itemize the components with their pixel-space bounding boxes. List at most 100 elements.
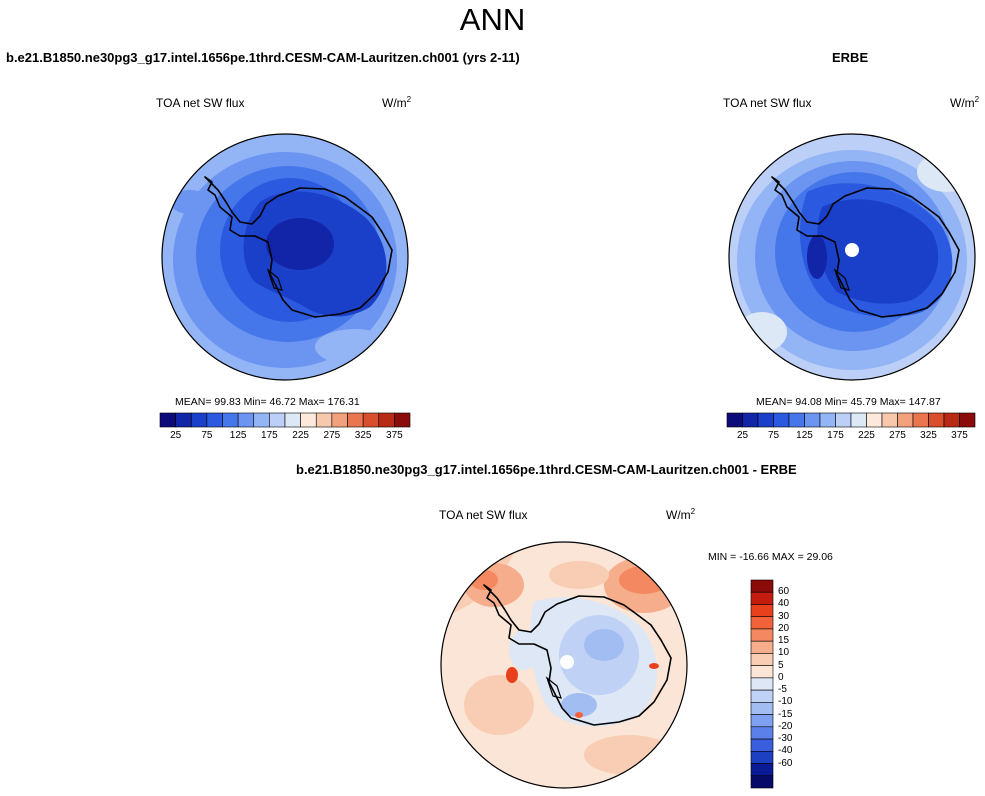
diff-colorbar-swatch xyxy=(750,579,774,593)
colorbar-tick-label: 275 xyxy=(323,430,341,441)
colorbar-tick-label: 175 xyxy=(827,430,844,441)
diff-colorbar-tick-label: -5 xyxy=(778,684,787,696)
colorbar-tick-label: 25 xyxy=(736,430,749,441)
diff-colorbar-tick-label: 20 xyxy=(778,622,790,634)
model-colorbar-labels: 25 75 125 175 225 275 325 375 xyxy=(160,430,410,444)
diff-colorbar-tick-label: 10 xyxy=(778,647,790,659)
colorbar-swatch xyxy=(159,412,176,428)
diff-colorbar-swatch xyxy=(750,616,774,630)
model-variable-label: TOA net SW flux xyxy=(156,96,245,110)
colorbar-tick-label: 325 xyxy=(920,430,937,441)
colorbar-swatch xyxy=(726,412,743,428)
colorbar-swatch xyxy=(331,412,348,428)
diff-colorbar-swatch xyxy=(750,702,774,715)
colorbar-swatch xyxy=(804,412,821,428)
model-units-label: W/m2 xyxy=(382,95,412,111)
model-polar-map xyxy=(161,133,409,381)
colorbar-swatch xyxy=(757,412,774,428)
diff-colorbar-tick-label: 40 xyxy=(778,598,790,610)
obs-colorbar xyxy=(726,412,976,428)
colorbar-tick-label: 175 xyxy=(261,430,278,441)
diff-units-label: W/m2 xyxy=(666,507,696,523)
diff-colorbar-tick-label: 5 xyxy=(778,659,784,671)
colorbar-swatch xyxy=(897,412,914,428)
diff-colorbar-tick-label: -20 xyxy=(778,720,793,732)
model-mean-stats: MEAN= 99.83 Min= 46.72 Max= 176.31 xyxy=(175,396,360,408)
obs-variable-label: TOA net SW flux xyxy=(723,96,812,110)
diff-colorbar-labels: 60 40 30 20 15 10 5 0 -5 -10 -15 -20 -30 -40 -60 xyxy=(778,580,808,788)
colorbar-swatch xyxy=(206,412,223,428)
diff-colorbar-swatch xyxy=(750,628,774,642)
colorbar-swatch xyxy=(912,412,929,428)
colorbar-swatch xyxy=(819,412,836,428)
colorbar-tick-label: 225 xyxy=(292,430,309,441)
diff-colorbar-tick-label: -15 xyxy=(778,708,793,720)
colorbar-tick-label: 125 xyxy=(796,430,813,441)
colorbar-tick-label: 375 xyxy=(951,430,968,441)
diff-colorbar-swatch xyxy=(750,714,774,728)
south-pole-missing-data-icon xyxy=(845,243,859,257)
diff-colorbar-tick-label: 30 xyxy=(778,610,790,622)
colorbar-swatch xyxy=(959,412,976,428)
diff-colorbar-swatch xyxy=(750,775,774,789)
colorbar-swatch xyxy=(788,412,805,428)
diff-panel-title: b.e21.B1850.ne30pg3_g17.intel.1656pe.1th… xyxy=(296,462,797,477)
diff-colorbar-swatch xyxy=(750,604,774,618)
diff-colorbar xyxy=(750,579,774,789)
colorbar-swatch xyxy=(347,412,364,428)
colorbar-swatch xyxy=(943,412,960,428)
diff-coastline-icon xyxy=(483,584,672,726)
diff-colorbar-tick-label: 15 xyxy=(778,635,790,647)
obs-panel-title: ERBE xyxy=(832,50,869,65)
diff-colorbar-tick-label: -40 xyxy=(778,745,793,757)
diff-colorbar-swatch xyxy=(750,665,774,679)
colorbar-swatch xyxy=(866,412,883,428)
model-panel-title: b.e21.B1850.ne30pg3_g17.intel.1656pe.1th… xyxy=(6,50,520,65)
diff-polar-map xyxy=(440,541,688,789)
obs-units-label: W/m2 xyxy=(950,95,980,111)
obs-mean-stats: MEAN= 94.08 Min= 45.79 Max= 147.87 xyxy=(756,396,941,408)
diff-colorbar-tick-label: 60 xyxy=(778,586,790,598)
diff-variable-label: TOA net SW flux xyxy=(439,508,528,522)
diff-colorbar-swatch xyxy=(750,750,774,764)
diff-colorbar-swatch xyxy=(750,591,774,605)
figure-title: ANN xyxy=(459,2,526,37)
colorbar-swatch xyxy=(300,412,317,428)
diff-colorbar-swatch xyxy=(750,763,774,777)
colorbar-swatch xyxy=(928,412,945,428)
colorbar-tick-label: 225 xyxy=(858,430,875,441)
colorbar-swatch xyxy=(269,412,286,428)
colorbar-swatch xyxy=(175,412,192,428)
model-coastline-icon xyxy=(204,176,393,318)
diff-minmax-stats: MIN = -16.66 MAX = 29.06 xyxy=(708,551,833,563)
diff-colorbar-swatch xyxy=(750,653,774,666)
diff-colorbar-tick-label: 0 xyxy=(778,671,784,683)
colorbar-swatch xyxy=(850,412,867,428)
colorbar-tick-label: 375 xyxy=(386,430,403,441)
diff-colorbar-swatch xyxy=(750,738,774,752)
colorbar-tick-label: 325 xyxy=(354,430,372,441)
colorbar-tick-label: 125 xyxy=(229,430,247,441)
colorbar-tick-label: 75 xyxy=(767,430,780,441)
model-colorbar xyxy=(159,412,411,428)
colorbar-swatch xyxy=(378,412,395,428)
diff-colorbar-tick-label: -60 xyxy=(778,757,793,769)
colorbar-swatch xyxy=(362,412,380,428)
colorbar-tick-label: 275 xyxy=(889,430,906,441)
diff-colorbar-swatch xyxy=(750,677,774,691)
diff-colorbar-swatch xyxy=(750,640,774,654)
colorbar-swatch xyxy=(773,412,790,428)
obs-polar-map xyxy=(728,133,976,381)
colorbar-swatch xyxy=(315,412,333,428)
colorbar-swatch xyxy=(742,412,759,428)
colorbar-swatch xyxy=(253,412,270,428)
diff-colorbar-tick-label: -30 xyxy=(778,733,793,745)
colorbar-swatch xyxy=(394,412,411,428)
diff-colorbar-tick-label: -10 xyxy=(778,696,793,708)
obs-coastline-icon xyxy=(771,176,960,318)
colorbar-swatch xyxy=(835,412,852,428)
diff-colorbar-swatch xyxy=(750,689,774,703)
colorbar-swatch xyxy=(881,412,898,428)
diff-colorbar-swatch xyxy=(750,726,774,740)
colorbar-tick-label: 25 xyxy=(170,430,182,441)
